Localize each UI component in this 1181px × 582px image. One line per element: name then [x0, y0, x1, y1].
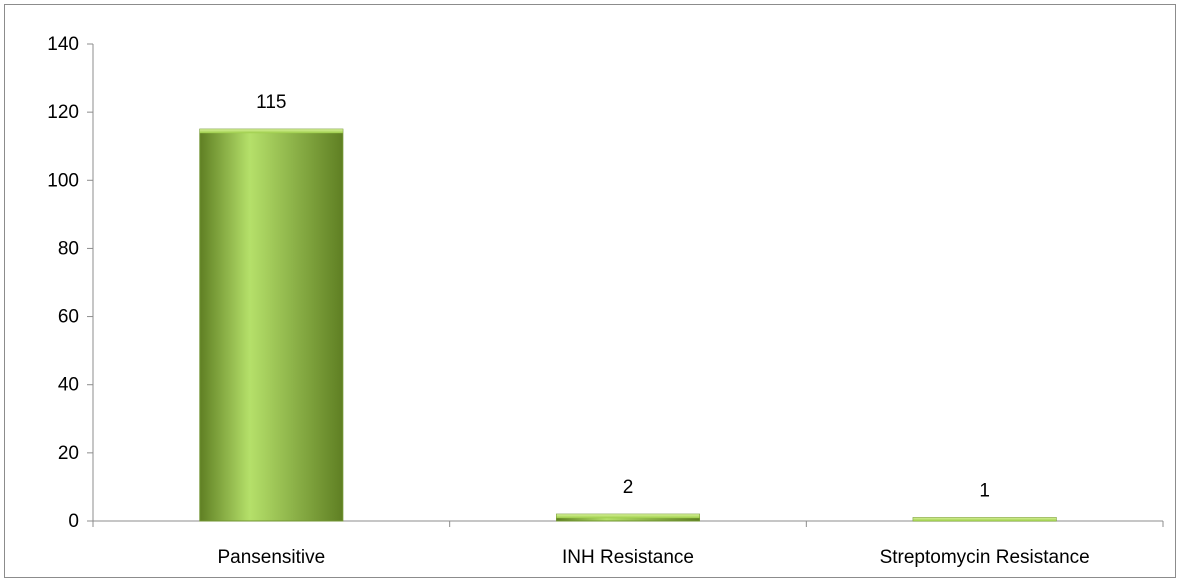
- y-tick-label: 40: [58, 375, 79, 396]
- bar-top-highlight: [199, 129, 343, 134]
- y-tick-label: 60: [58, 307, 79, 328]
- y-tick-label: 120: [47, 102, 79, 123]
- bar-top-highlight: [556, 514, 700, 519]
- x-category-label: INH Resistance: [562, 547, 694, 568]
- y-tick-label: 0: [68, 511, 79, 532]
- bar-top-highlight: [913, 517, 1057, 521]
- data-label: 1: [979, 481, 990, 502]
- bar-pansensitive: [199, 128, 344, 522]
- y-tick-label: 20: [58, 443, 79, 464]
- data-label: 115: [256, 92, 286, 113]
- bars: [199, 128, 1057, 522]
- x-category-label: Pansensitive: [217, 547, 325, 568]
- y-tick-label: 100: [47, 170, 79, 191]
- y-tick-label: 140: [47, 34, 79, 55]
- labels: 0 20 40 60 80 100 120 140 115 Pansensitive 2 INH Re…: [47, 34, 1089, 568]
- data-label: 2: [623, 477, 634, 498]
- x-category-label: Streptomycin Resistance: [880, 547, 1090, 568]
- y-tick-label: 80: [58, 238, 79, 259]
